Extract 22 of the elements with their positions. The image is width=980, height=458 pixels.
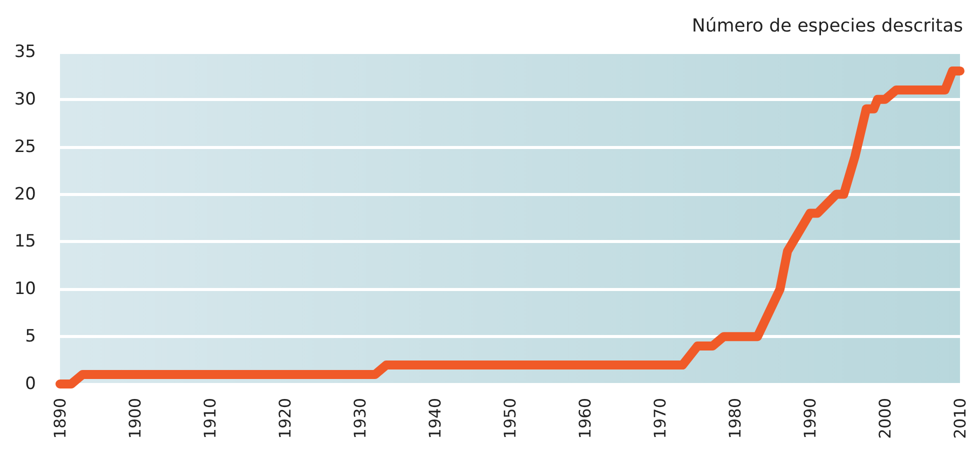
x-tick-label: 1960 — [576, 398, 594, 439]
x-tick-label: 1940 — [426, 398, 444, 439]
y-tick-label: 0 — [25, 374, 36, 394]
x-tick-label: 1890 — [50, 398, 70, 439]
y-tick-label: 10 — [14, 279, 36, 300]
y-tick-label: 20 — [14, 184, 36, 204]
x-tick-label: 1970 — [650, 398, 670, 439]
x-tick-label: 1910 — [200, 398, 220, 439]
x-tick-label: 1900 — [126, 398, 144, 439]
y-tick-label: 15 — [14, 232, 36, 252]
y-tick-label: 35 — [14, 42, 36, 62]
x-tick-label: 2010 — [950, 398, 970, 439]
x-tick-label: 1950 — [500, 398, 520, 439]
x-tick-label: 1930 — [350, 398, 370, 439]
x-tick-label: 1990 — [800, 398, 820, 439]
y-tick-label: 30 — [14, 89, 36, 110]
x-tick-label: 1980 — [726, 398, 744, 439]
x-tick-label: 1920 — [276, 398, 294, 439]
y-axis-title: Número de especies descritas — [692, 16, 963, 36]
x-tick-label: 2000 — [876, 398, 894, 439]
y-tick-label: 5 — [25, 326, 36, 347]
y-tick-label: 25 — [14, 136, 36, 157]
